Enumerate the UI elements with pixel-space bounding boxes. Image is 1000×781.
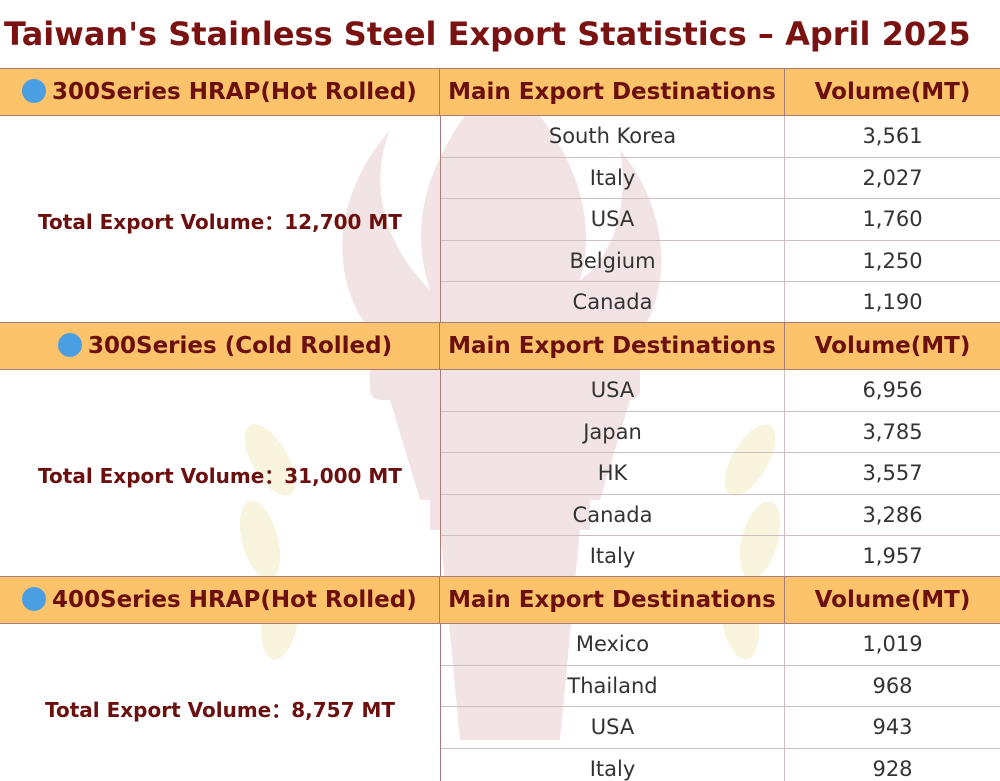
column-header-destinations: Main Export Destinations (440, 323, 785, 369)
destination-cell: Thailand (441, 665, 785, 707)
destination-cell: South Korea (441, 116, 785, 157)
destination-cell: Mexico (441, 624, 785, 665)
destination-cell: HK (441, 453, 785, 494)
column-header-volume: Volume(MT) (814, 333, 971, 359)
table-row: USA 6,956 (441, 370, 1000, 412)
destination-cell: USA (441, 199, 785, 240)
table-row: Canada 1,190 (441, 282, 1000, 324)
section-name: 300Series (Cold Rolled) (88, 333, 393, 359)
total-export-volume: Total Export Volume：12,700 MT (38, 210, 402, 234)
destination-cell: Belgium (441, 240, 785, 282)
table-row: USA 1,760 (441, 199, 1000, 241)
blue-dot-icon (22, 79, 46, 103)
volume-cell: 928 (872, 756, 913, 781)
volume-cell: 6,956 (862, 378, 923, 402)
section-header-400-hot-rolled: 400Series HRAP(Hot Rolled) Main Export D… (0, 576, 1000, 624)
total-export-volume: Total Export Volume：31,000 MT (38, 464, 402, 488)
volume-cell: 3,557 (862, 461, 923, 486)
table-row: HK 3,557 (441, 453, 1000, 495)
blue-dot-icon (22, 587, 46, 611)
table-row: Italy 928 (441, 748, 1000, 781)
volume-cell: 3,785 (862, 419, 923, 444)
destination-cell: Italy (441, 748, 785, 781)
page-title: Taiwan's Stainless Steel Export Statisti… (4, 15, 971, 53)
table-row: Italy 2,027 (441, 157, 1000, 200)
destination-cell: Canada (441, 282, 785, 323)
volume-cell: 2,027 (862, 165, 923, 190)
table-row: Belgium 1,250 (441, 240, 1000, 283)
destination-cell: Italy (441, 536, 785, 577)
column-header-destinations: Main Export Destinations (440, 577, 785, 623)
section-header-300-hot-rolled: 300Series HRAP(Hot Rolled) Main Export D… (0, 68, 1000, 116)
destination-cell: USA (441, 370, 785, 411)
column-header-volume: Volume(MT) (814, 587, 971, 613)
volume-cell: 1,019 (862, 632, 923, 656)
volume-cell: 3,286 (862, 502, 923, 527)
section-body-400-hot-rolled: Total Export Volume：8,757 MT Mexico 1,019… (0, 624, 1000, 781)
table-row: Thailand 968 (441, 665, 1000, 708)
section-body-300-cold-rolled: Total Export Volume：31,000 MT USA 6,956 J… (0, 370, 1000, 578)
table-row: Mexico 1,019 (441, 624, 1000, 666)
destination-cell: Japan (441, 411, 785, 453)
volume-cell: 943 (872, 715, 913, 740)
column-header-destinations: Main Export Destinations (440, 69, 785, 115)
volume-cell: 1,760 (862, 207, 923, 232)
section-name: 400Series HRAP(Hot Rolled) (52, 587, 417, 613)
column-header-volume: Volume(MT) (814, 79, 971, 105)
destination-cell: Italy (441, 157, 785, 199)
volume-cell: 968 (872, 673, 913, 698)
total-export-volume: Total Export Volume：8,757 MT (45, 698, 395, 722)
section-header-300-cold-rolled: 300Series (Cold Rolled) Main Export Dest… (0, 322, 1000, 370)
destination-cell: USA (441, 707, 785, 748)
table-row: Italy 1,957 (441, 536, 1000, 578)
blue-dot-icon (58, 333, 82, 357)
volume-cell: 1,190 (862, 290, 923, 315)
table-row: USA 943 (441, 707, 1000, 749)
table-row: South Korea 3,561 (441, 116, 1000, 158)
section-body-300-hot-rolled: Total Export Volume：12,700 MT South Kore… (0, 116, 1000, 324)
table-row: Japan 3,785 (441, 411, 1000, 454)
table-row: Canada 3,286 (441, 494, 1000, 537)
section-name: 300Series HRAP(Hot Rolled) (52, 79, 417, 105)
volume-cell: 1,250 (862, 248, 923, 273)
volume-cell: 1,957 (862, 544, 923, 569)
volume-cell: 3,561 (862, 124, 923, 148)
destination-cell: Canada (441, 494, 785, 536)
